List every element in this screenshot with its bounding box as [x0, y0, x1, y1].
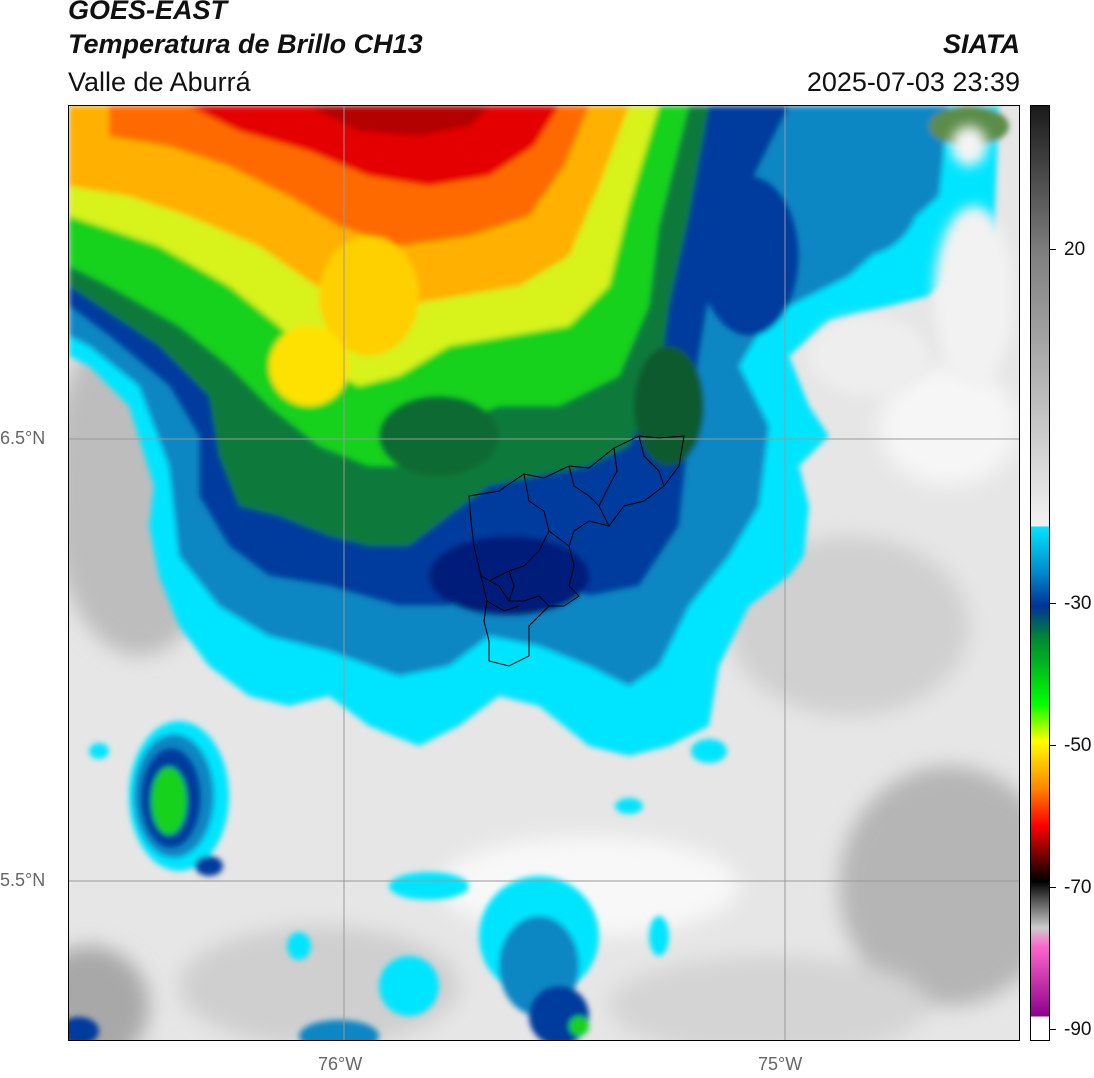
- colorbar-label-neg30: -30: [1064, 593, 1092, 614]
- colorbar-tick: [1050, 887, 1056, 888]
- region-label: Valle de Aburrá: [68, 67, 251, 97]
- datetime-label: 2025-07-03 23:39: [806, 67, 1020, 97]
- satellite-title: GOES-EAST: [68, 0, 228, 25]
- satellite-map[interactable]: [68, 105, 1020, 1041]
- colorbar-tick: [1050, 603, 1056, 604]
- latitude-label-5.5n: 5.5°N: [0, 870, 46, 890]
- municipal-boundaries: [468, 435, 685, 667]
- temperature-colorbar: [1030, 105, 1050, 1041]
- colorbar-tick: [1050, 1029, 1056, 1030]
- map-gridlines: [69, 106, 1019, 1040]
- southern-cells: [69, 721, 727, 1040]
- colorbar-tick: [1050, 745, 1056, 746]
- clear-patches: [809, 126, 1014, 396]
- colorbar-tick: [1050, 249, 1056, 250]
- colorbar-label-neg50: -50: [1064, 735, 1092, 756]
- latitude-label-6.5n: 6.5°N: [0, 428, 46, 448]
- colorbar-label-neg90: -90: [1064, 1019, 1092, 1040]
- colorbar-label-neg70: -70: [1064, 877, 1092, 898]
- longitude-label-75w: 75°W: [758, 1054, 803, 1074]
- map-imagery: [69, 106, 1019, 1040]
- longitude-label-76w: 76°W: [318, 1054, 363, 1074]
- organization-label: SIATA: [943, 29, 1020, 59]
- colorbar-label-20: 20: [1064, 239, 1086, 260]
- colorbar-gradient: [1031, 106, 1049, 1040]
- product-title: Temperatura de Brillo CH13: [68, 29, 423, 59]
- cloud-system: [69, 106, 1009, 756]
